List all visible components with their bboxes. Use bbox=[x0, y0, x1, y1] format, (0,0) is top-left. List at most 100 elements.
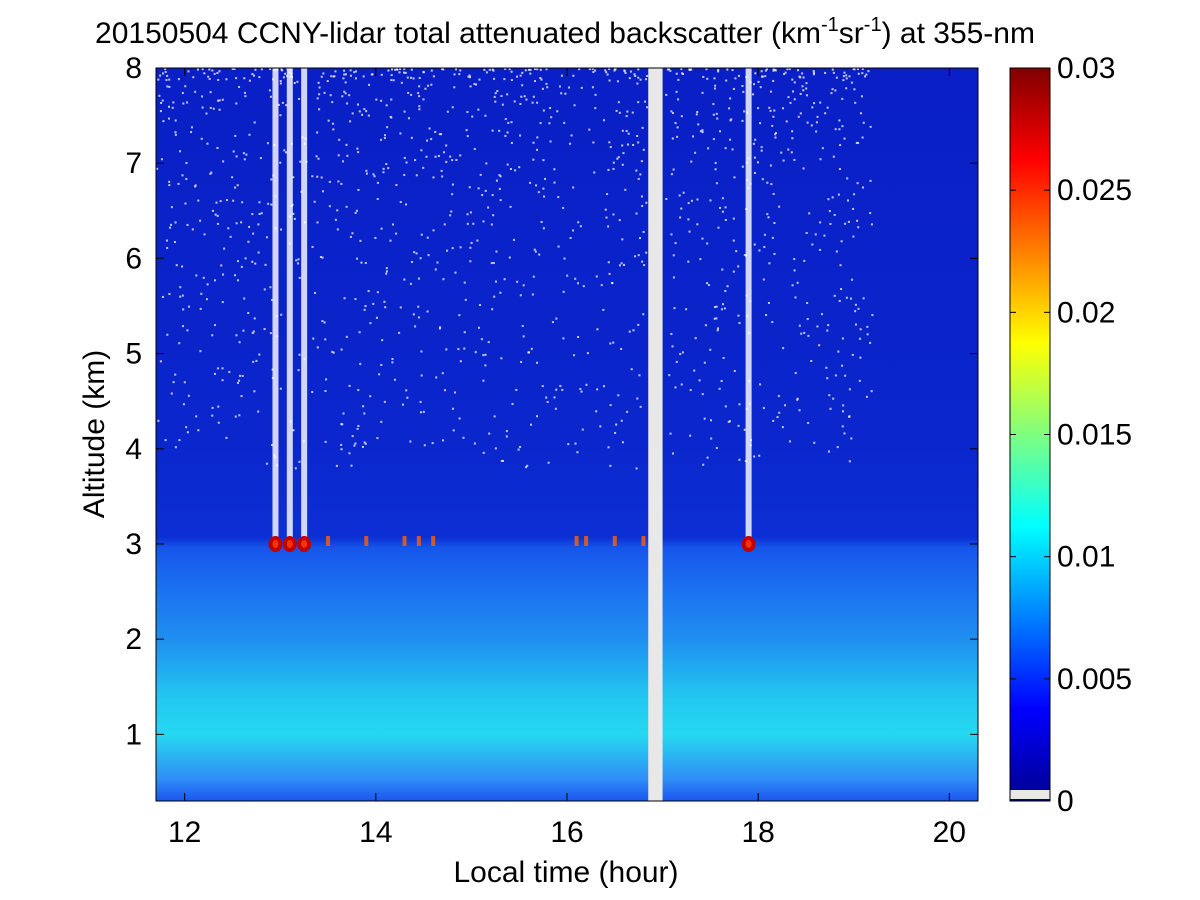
noise-speckle bbox=[507, 121, 510, 124]
noise-speckle bbox=[732, 239, 735, 242]
noise-speckle bbox=[703, 361, 706, 364]
aerosol-spot bbox=[326, 535, 331, 546]
noise-speckle bbox=[531, 293, 534, 296]
noise-speckle bbox=[343, 69, 346, 72]
noise-speckle bbox=[272, 78, 275, 81]
noise-speckle bbox=[383, 400, 386, 403]
noise-speckle bbox=[721, 197, 724, 200]
noise-speckle bbox=[791, 130, 794, 133]
noise-speckle bbox=[305, 160, 308, 163]
noise-speckle bbox=[792, 90, 795, 93]
noise-speckle bbox=[624, 188, 627, 191]
colorbar-ticks: 0 0.005 0.01 0.015 0.02 0.025 0.03 bbox=[1010, 52, 1132, 818]
noise-speckle bbox=[251, 73, 254, 76]
noise-speckle bbox=[257, 410, 260, 413]
noise-speckle bbox=[812, 70, 815, 73]
noise-speckle bbox=[187, 70, 190, 73]
noise-speckle bbox=[466, 222, 469, 225]
noise-speckle bbox=[831, 196, 834, 199]
noise-speckle bbox=[714, 84, 717, 87]
noise-speckle bbox=[453, 391, 456, 394]
noise-speckle bbox=[772, 115, 775, 118]
noise-speckle bbox=[645, 251, 648, 254]
noise-speckle bbox=[581, 428, 584, 431]
noise-speckle bbox=[356, 103, 359, 106]
noise-speckle bbox=[689, 389, 692, 392]
noise-speckle bbox=[295, 259, 298, 262]
noise-speckle bbox=[349, 74, 352, 77]
noise-speckle bbox=[574, 442, 577, 445]
noise-speckle bbox=[253, 390, 256, 393]
noise-speckle bbox=[160, 101, 163, 104]
noise-speckle bbox=[834, 89, 837, 92]
noise-speckle bbox=[682, 72, 685, 75]
noise-speckle bbox=[536, 148, 539, 151]
noise-speckle bbox=[405, 389, 408, 392]
noise-speckle bbox=[499, 291, 502, 294]
noise-speckle bbox=[302, 440, 305, 443]
noise-speckle bbox=[161, 99, 164, 102]
noise-speckle bbox=[847, 220, 850, 223]
noise-speckle bbox=[626, 410, 629, 413]
noise-speckle bbox=[839, 264, 842, 267]
cloud-base-core bbox=[301, 539, 308, 548]
noise-speckle bbox=[235, 334, 238, 337]
noise-speckle bbox=[458, 417, 461, 420]
noise-speckle bbox=[733, 369, 736, 372]
noise-speckle bbox=[668, 374, 671, 377]
noise-speckle bbox=[417, 316, 420, 319]
noise-speckle bbox=[234, 134, 237, 137]
noise-speckle bbox=[535, 184, 538, 187]
colorbar-tick-label: 0.025 bbox=[1057, 174, 1132, 207]
noise-speckle bbox=[247, 240, 250, 243]
noise-speckle bbox=[806, 121, 809, 124]
noise-speckle bbox=[387, 69, 390, 72]
noise-speckle bbox=[374, 236, 377, 239]
noise-speckle bbox=[866, 333, 869, 336]
noise-speckle bbox=[379, 138, 382, 141]
noise-speckle bbox=[612, 341, 615, 344]
noise-speckle bbox=[560, 92, 563, 95]
noise-speckle bbox=[607, 261, 610, 264]
noise-speckle bbox=[290, 72, 293, 75]
noise-speckle bbox=[213, 324, 216, 327]
noise-speckle bbox=[466, 110, 469, 113]
noise-speckle bbox=[398, 71, 401, 74]
noise-speckle bbox=[611, 281, 614, 284]
aerosol-spot bbox=[584, 535, 589, 546]
noise-speckle bbox=[385, 272, 388, 275]
noise-speckle bbox=[317, 81, 320, 84]
noise-speckle bbox=[252, 330, 255, 333]
y-axis-label: Altitude (km) bbox=[78, 350, 111, 518]
noise-speckle bbox=[216, 147, 219, 150]
noise-speckle bbox=[361, 113, 364, 116]
noise-speckle bbox=[403, 173, 406, 176]
noise-speckle bbox=[716, 329, 719, 332]
noise-speckle bbox=[778, 205, 781, 208]
noise-speckle bbox=[724, 206, 727, 209]
noise-speckle bbox=[269, 95, 272, 98]
noise-speckle bbox=[279, 387, 282, 390]
noise-speckle bbox=[240, 265, 243, 268]
noise-speckle bbox=[544, 177, 547, 180]
noise-speckle bbox=[738, 458, 741, 461]
noise-speckle bbox=[316, 175, 319, 178]
noise-speckle bbox=[805, 82, 808, 85]
noise-speckle bbox=[274, 195, 277, 198]
noise-speckle bbox=[794, 372, 797, 375]
noise-speckle bbox=[254, 262, 257, 265]
noise-speckle bbox=[753, 83, 756, 86]
noise-speckle bbox=[174, 119, 177, 122]
noise-speckle bbox=[396, 68, 399, 71]
noise-speckle bbox=[592, 71, 595, 74]
noise-speckle bbox=[618, 264, 621, 267]
noise-speckle bbox=[690, 199, 693, 202]
cloud-base-core bbox=[745, 539, 752, 548]
noise-speckle bbox=[455, 68, 458, 71]
noise-speckle bbox=[749, 81, 752, 84]
noise-speckle bbox=[776, 416, 779, 419]
noise-speckle bbox=[771, 321, 774, 324]
noise-speckle bbox=[324, 440, 327, 443]
noise-speckle bbox=[358, 110, 361, 113]
noise-speckle bbox=[637, 76, 640, 79]
